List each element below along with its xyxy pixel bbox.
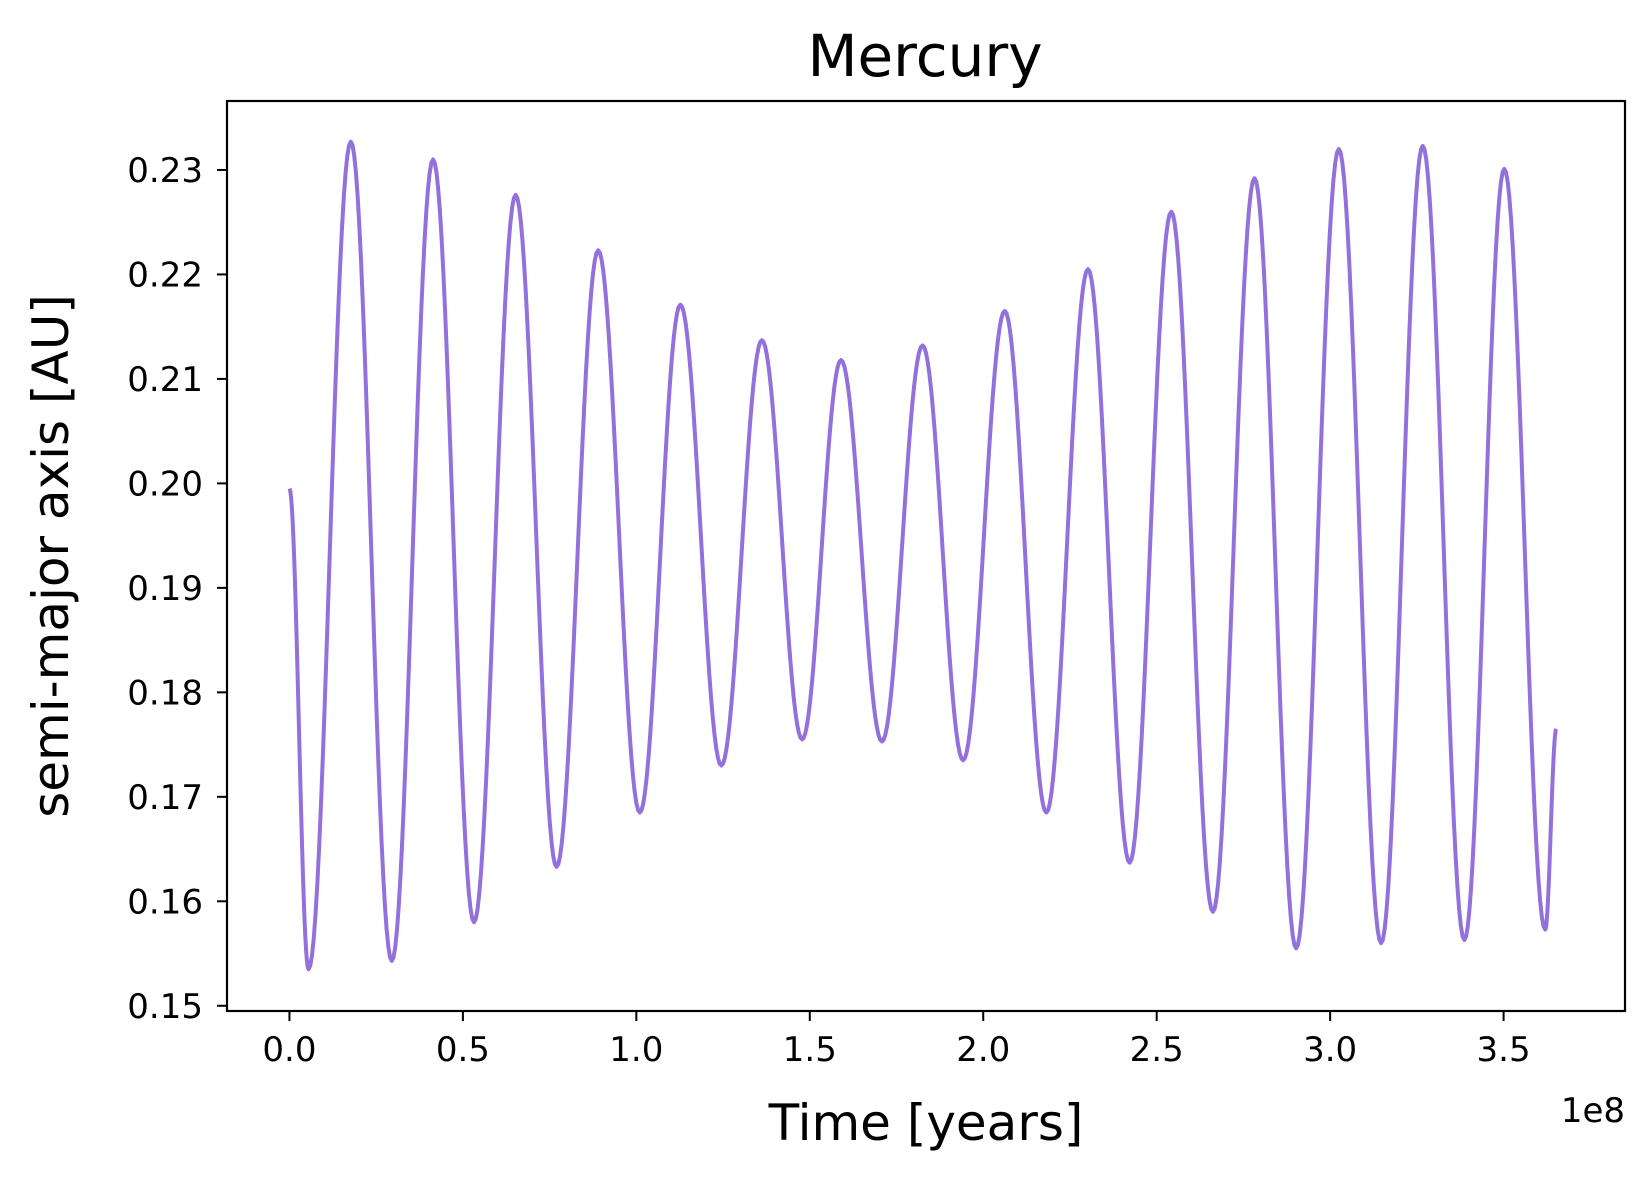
series-layer xyxy=(287,139,1559,972)
x-tick-label: 3.0 xyxy=(1303,1030,1357,1070)
y-tick-label: 0.21 xyxy=(127,360,203,400)
y-tick-label: 0.15 xyxy=(127,987,203,1027)
y-tick-label: 0.16 xyxy=(127,882,203,922)
y-tick-label: 0.17 xyxy=(127,778,203,818)
x-tick-label: 3.5 xyxy=(1477,1030,1531,1070)
y-tick-label: 0.18 xyxy=(127,673,203,713)
y-tick-label: 0.22 xyxy=(127,255,203,295)
x-tick-label: 1.0 xyxy=(609,1030,663,1070)
x-tick-label: 1.5 xyxy=(783,1030,837,1070)
y-axis-label: semi-major axis [AU] xyxy=(22,294,80,818)
chart-title: Mercury xyxy=(807,22,1042,90)
y-tick-label: 0.20 xyxy=(127,464,203,504)
plot-frame xyxy=(225,99,1627,1013)
x-tick-label: 2.0 xyxy=(956,1030,1010,1070)
x-axis-offset-label: 1e8 xyxy=(1561,1091,1625,1131)
y-tick-label: 0.23 xyxy=(127,151,203,191)
y-tick-label: 0.19 xyxy=(127,569,203,609)
x-axis-label: Time [years] xyxy=(768,1094,1084,1152)
series-line-0 xyxy=(287,139,1559,972)
x-tick-label: 0.5 xyxy=(436,1030,490,1070)
x-tick-label: 0.0 xyxy=(262,1030,316,1070)
plot-area xyxy=(225,99,1627,1013)
x-axis: 0.0 0.5 1.0 1.5 2.0 2.5 3.0 3.5 xyxy=(262,1011,1531,1070)
x-tick-label: 2.5 xyxy=(1130,1030,1184,1070)
plot-background xyxy=(227,101,1625,1011)
y-axis: 0.15 0.16 0.17 0.18 0.19 0.20 0.21 0.22 0.23 xyxy=(127,151,227,1027)
